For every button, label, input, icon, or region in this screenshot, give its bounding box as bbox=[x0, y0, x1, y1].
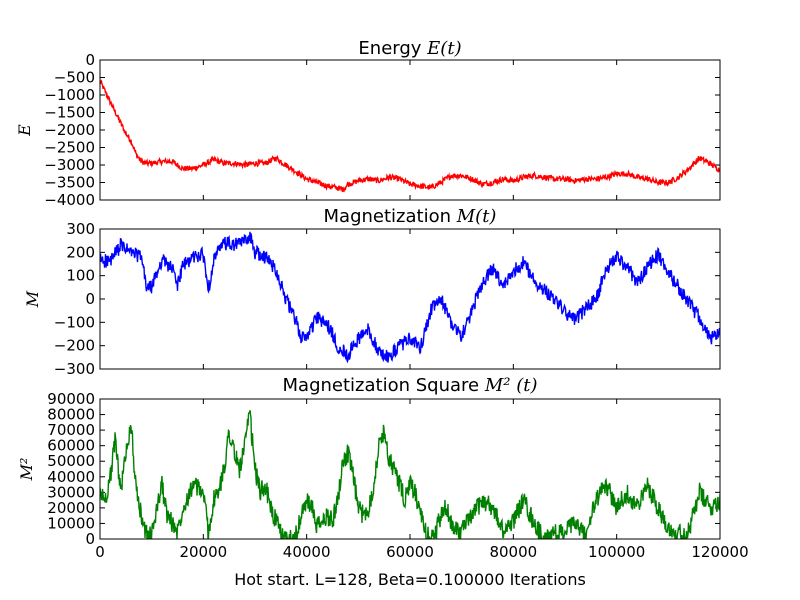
ytick-label: 200 bbox=[66, 243, 95, 261]
ytick-label: 60000 bbox=[47, 437, 95, 455]
ytick-label: 300 bbox=[66, 220, 95, 238]
magnetization-square-series-line bbox=[100, 410, 720, 539]
ytick-label: 30000 bbox=[47, 483, 95, 501]
ytick-label: 20000 bbox=[47, 499, 95, 517]
xtick-label: 0 bbox=[95, 543, 105, 561]
magnetization-square-axes-frame bbox=[99, 398, 721, 540]
ytick-label: 0 bbox=[85, 51, 95, 69]
energy-title: Energy E(t) bbox=[358, 38, 461, 59]
ytick-label: 90000 bbox=[47, 390, 95, 408]
xtick-label: 60000 bbox=[386, 543, 434, 561]
x-axis-label: Hot start. L=128, Beta=0.100000 Iteratio… bbox=[234, 570, 586, 589]
ytick-label: −3000 bbox=[44, 156, 95, 174]
xtick-label: 20000 bbox=[179, 543, 227, 561]
energy-ylabel: E bbox=[15, 124, 34, 137]
magnetization-yticks: 300 200 100 0 −100 −200 −300 bbox=[54, 220, 721, 378]
energy-panel: Energy E(t) E 0−500−1000−1500−2000−2500−… bbox=[15, 38, 721, 209]
ytick-label: −200 bbox=[54, 337, 95, 355]
ytick-label: −500 bbox=[54, 69, 95, 87]
energy-axes-frame bbox=[99, 59, 721, 201]
ytick-label: −4000 bbox=[44, 191, 95, 209]
ytick-label: −100 bbox=[54, 313, 95, 331]
ytick-label: −300 bbox=[54, 360, 95, 378]
ytick-label: 0 bbox=[85, 530, 95, 548]
xtick-label: 100000 bbox=[588, 543, 645, 561]
ytick-label: −1000 bbox=[44, 86, 95, 104]
magnetization-square-title: Magnetization Square M² (t) bbox=[283, 375, 538, 396]
xtick-label: 40000 bbox=[283, 543, 331, 561]
ytick-label: −2000 bbox=[44, 121, 95, 139]
magnetization-axes-frame bbox=[99, 228, 721, 370]
magnetization-series-line bbox=[100, 231, 720, 364]
xtick-label: 120000 bbox=[691, 543, 748, 561]
ytick-label: 0 bbox=[85, 290, 95, 308]
magnetization-square-ylabel: M² bbox=[17, 458, 36, 482]
magnetization-square-xticks: 0 20000 40000 60000 80000 100000 120000 bbox=[95, 543, 748, 561]
magnetization-panel: Magnetization M(t) M 300 200 100 0 −100 −200 −… bbox=[23, 206, 721, 378]
xtick-label: 80000 bbox=[489, 543, 537, 561]
ytick-label: 40000 bbox=[47, 468, 95, 486]
magnetization-title: Magnetization M(t) bbox=[324, 206, 497, 227]
ytick-label: −1500 bbox=[44, 104, 95, 122]
ytick-label: −3500 bbox=[44, 174, 95, 192]
ytick-label: −2500 bbox=[44, 139, 95, 157]
ytick-label: 10000 bbox=[47, 514, 95, 532]
ytick-label: 80000 bbox=[47, 406, 95, 424]
magnetization-square-panel: Magnetization Square M² (t) M² 900008000… bbox=[17, 375, 749, 589]
ytick-label: 100 bbox=[66, 267, 95, 285]
energy-yticks: 0−500−1000−1500−2000−2500−3000−3500−4000 bbox=[44, 51, 721, 209]
ytick-label: 50000 bbox=[47, 452, 95, 470]
ytick-label: 70000 bbox=[47, 421, 95, 439]
magnetization-ylabel: M bbox=[23, 290, 42, 308]
energy-series-line bbox=[100, 79, 720, 193]
